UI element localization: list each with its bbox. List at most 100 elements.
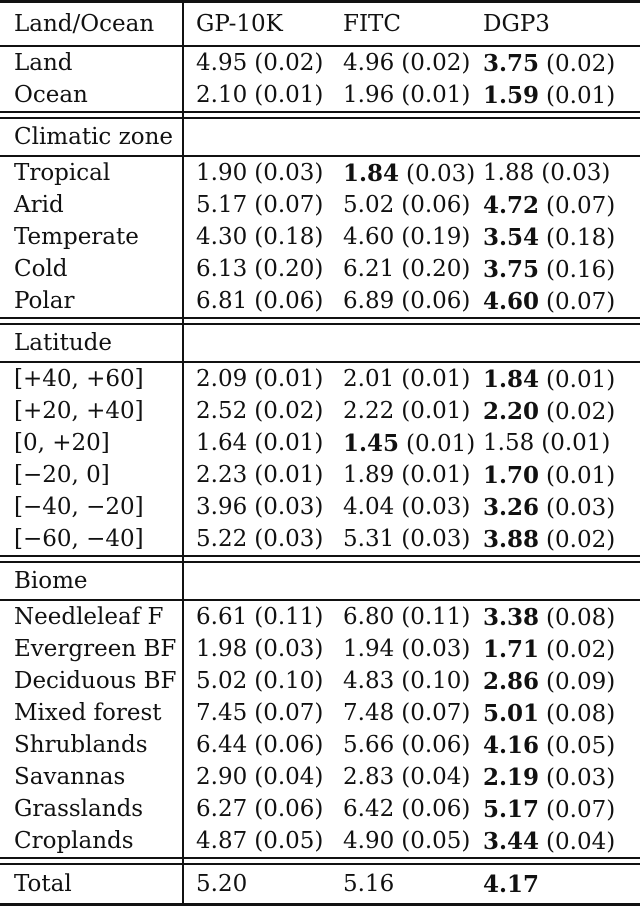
section-header-biome: Biome bbox=[0, 563, 640, 599]
cell-fitc: 6.42 (0.06) bbox=[343, 796, 483, 823]
cell-std: (0.02) bbox=[401, 49, 471, 76]
cell-gp10k: 3.96 (0.03) bbox=[196, 494, 343, 521]
cell-dgp3: 4.72 (0.07) bbox=[483, 192, 640, 219]
cell-value: 1.88 bbox=[483, 159, 535, 186]
cell-fitc: 1.89 (0.01) bbox=[343, 462, 483, 489]
cell-dgp3: 1.58 (0.01) bbox=[483, 430, 640, 457]
table-row-lat-m60-m40: [−60, −40] 5.22 (0.03) 5.31 (0.03) 3.88 (0.… bbox=[0, 523, 640, 555]
cell-std: (0.04) bbox=[254, 763, 324, 790]
table-row-tropical: Tropical 1.90 (0.03) 1.84 (0.03) 1.88 (0.03… bbox=[0, 157, 640, 189]
cell-dgp3: 3.75 (0.02) bbox=[483, 50, 640, 77]
cell-fitc: 5.02 (0.06) bbox=[343, 192, 483, 219]
cell-value: 2.23 bbox=[196, 461, 248, 488]
cell-value: 1.45 bbox=[343, 429, 400, 457]
cell-value: 3.26 bbox=[483, 493, 540, 521]
cell-gp10k: 4.87 (0.05) bbox=[196, 828, 343, 855]
cell-std: (0.18) bbox=[254, 223, 324, 250]
row-label: Arid bbox=[14, 192, 64, 218]
table-row-deciduous-bf: Deciduous BF 5.02 (0.10) 4.83 (0.10) 2.86(… bbox=[0, 665, 640, 697]
cell-std: (0.10) bbox=[401, 667, 471, 694]
cell-std: (0.01) bbox=[401, 365, 471, 392]
cell-std: (0.05) bbox=[401, 827, 471, 854]
cell-value: 4.16 bbox=[483, 731, 540, 759]
row-cells: 6.61 (0.11) 6.80 (0.11) 3.38 (0.08) bbox=[183, 604, 640, 631]
cell-fitc: 1.84 (0.03) bbox=[343, 160, 483, 187]
cell-value: 4.30 bbox=[196, 223, 248, 250]
cell-fitc: 4.04 (0.03) bbox=[343, 494, 483, 521]
cell-dgp3: 3.75 (0.16) bbox=[483, 256, 640, 283]
cell-dgp3: 3.54 (0.18) bbox=[483, 224, 640, 251]
cell-std: (0.03) bbox=[541, 159, 611, 186]
cell-gp10k: 5.20 bbox=[196, 871, 343, 898]
cell-value: 3.96 bbox=[196, 493, 248, 520]
column-header-land-ocean: Land/Ocean bbox=[14, 11, 155, 37]
table-row-needleleaf-f: Needleleaf F 6.61 (0.11) 6.80 (0.11) 3.38(… bbox=[0, 601, 640, 633]
cell-std: (0.06) bbox=[254, 731, 324, 758]
cell-std: (0.01) bbox=[406, 430, 476, 457]
cell-fitc: 1.45 (0.01) bbox=[343, 430, 483, 457]
cell-value: 3.44 bbox=[483, 827, 540, 855]
cell-value: 1.96 bbox=[343, 81, 395, 108]
cell-value: 5.31 bbox=[343, 525, 395, 552]
row-label: Grasslands bbox=[14, 796, 144, 822]
cell-value: 2.90 bbox=[196, 763, 248, 790]
row-cells: 4.95 (0.02) 4.96 (0.02) 3.75 (0.02) bbox=[183, 50, 640, 77]
section-header-latitude: Latitude bbox=[0, 325, 640, 361]
column-header-gp10k: GP-10K bbox=[196, 11, 283, 37]
cell-value: 5.22 bbox=[196, 525, 248, 552]
row-label: Croplands bbox=[14, 828, 134, 854]
cell-std: (0.03) bbox=[406, 160, 476, 187]
cell-fitc: 4.83 (0.10) bbox=[343, 668, 483, 695]
cell-dgp3: 3.88 (0.02) bbox=[483, 526, 640, 553]
cell-fitc: 6.21 (0.20) bbox=[343, 256, 483, 283]
column-separator bbox=[182, 3, 184, 903]
cell-gp10k: 2.09 (0.01) bbox=[196, 366, 343, 393]
cell-std: (0.03) bbox=[254, 159, 324, 186]
row-cells: 5.22 (0.03) 5.31 (0.03) 3.88 (0.02) bbox=[183, 526, 640, 553]
cell-std: (0.01) bbox=[254, 365, 324, 392]
cell-value: 3.75 bbox=[483, 49, 540, 77]
cell-value: 1.84 bbox=[483, 365, 540, 393]
cell-value: 6.13 bbox=[196, 255, 248, 282]
section-divider bbox=[0, 555, 640, 563]
cell-fitc: 6.80 (0.11) bbox=[343, 604, 483, 631]
cell-std: (0.03) bbox=[254, 635, 324, 662]
row-cells: 2.90 (0.04) 2.83 (0.04) 2.19 (0.03) bbox=[183, 764, 640, 791]
cell-std: (0.05) bbox=[546, 732, 616, 759]
section-rule bbox=[0, 361, 640, 363]
table-row-lat-20-40: [+20, +40] 2.52 (0.02) 2.22 (0.01) 2.20 (0.… bbox=[0, 395, 640, 427]
cell-fitc: 4.60 (0.19) bbox=[343, 224, 483, 251]
cell-value: 1.94 bbox=[343, 635, 395, 662]
table-row-lat-m20-0: [−20, 0] 2.23 (0.01) 1.89 (0.01) 1.70 (0.01… bbox=[0, 459, 640, 491]
cell-value: 4.60 bbox=[343, 223, 395, 250]
cell-value: 5.17 bbox=[483, 795, 540, 823]
cell-value: 3.75 bbox=[483, 255, 540, 283]
cell-value: 7.45 bbox=[196, 699, 248, 726]
cell-gp10k: 2.52 (0.02) bbox=[196, 398, 343, 425]
cell-fitc: 5.66 (0.06) bbox=[343, 732, 483, 759]
cell-value: 1.70 bbox=[483, 461, 540, 489]
cell-fitc: 4.96 (0.02) bbox=[343, 50, 483, 77]
cell-std: (0.07) bbox=[546, 192, 616, 219]
cell-value: 4.83 bbox=[343, 667, 395, 694]
cell-std: (0.01) bbox=[546, 366, 616, 393]
cell-std: (0.02) bbox=[546, 398, 616, 425]
cell-fitc: 7.48 (0.07) bbox=[343, 700, 483, 727]
table-row-grasslands: Grasslands 6.27 (0.06) 6.42 (0.06) 5.17 (0.… bbox=[0, 793, 640, 825]
table-row-lat-0-20: [0, +20] 1.64 (0.01) 1.45 (0.01) 1.58 (0.01… bbox=[0, 427, 640, 459]
row-cells: 5.02 (0.10) 4.83 (0.10) 2.86 (0.09) bbox=[183, 668, 640, 695]
row-label: Shrublands bbox=[14, 732, 148, 758]
row-label: Cold bbox=[14, 256, 68, 282]
row-label: [+20, +40] bbox=[14, 398, 144, 424]
row-label: Tropical bbox=[14, 160, 111, 186]
cell-gp10k: 6.13 (0.20) bbox=[196, 256, 343, 283]
cell-std: (0.01) bbox=[254, 429, 324, 456]
cell-value: 2.10 bbox=[196, 81, 248, 108]
cell-value: 5.02 bbox=[196, 667, 248, 694]
cell-std: (0.02) bbox=[254, 397, 324, 424]
cell-std: (0.06) bbox=[401, 287, 471, 314]
row-cells: 2.23 (0.01) 1.89 (0.01) 1.70 (0.01) bbox=[183, 462, 640, 489]
table-row-mixed-forest: Mixed forest 7.45 (0.07) 7.48 (0.07) 5.01(… bbox=[0, 697, 640, 729]
section-rule bbox=[0, 599, 640, 601]
row-cells: 6.44 (0.06) 5.66 (0.06) 4.16 (0.05) bbox=[183, 732, 640, 759]
